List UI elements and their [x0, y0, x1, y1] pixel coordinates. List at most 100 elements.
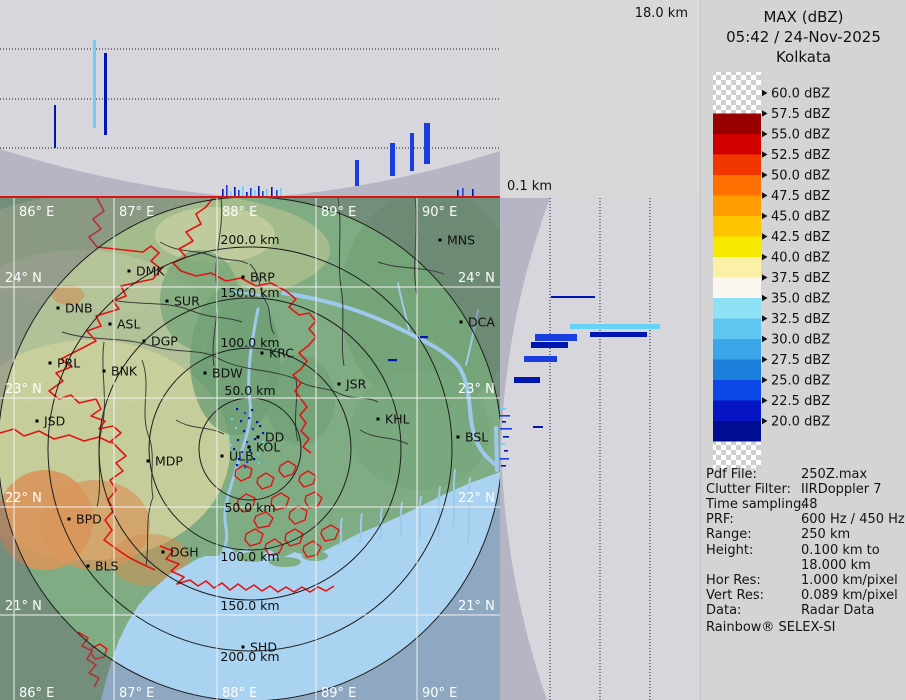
- city-dot-icon: [56, 306, 60, 310]
- scale-band: [713, 195, 761, 217]
- metadata-value: 600 Hz / 450 Hz: [801, 512, 905, 528]
- city-dot-icon: [86, 564, 90, 568]
- longitude-label: 89° E: [321, 205, 356, 220]
- range-ring-label: 50.0 km: [224, 383, 275, 398]
- scale-band: [713, 277, 761, 299]
- side-profile-echo-bars: [500, 296, 660, 467]
- city-dot-icon: [67, 517, 71, 521]
- scale-label: 52.5 dBZ: [771, 148, 830, 163]
- city-label: KOL: [256, 440, 280, 455]
- longitude-label: 90° E: [422, 205, 457, 220]
- scale-band: [713, 421, 761, 442]
- echo-row: [533, 426, 543, 428]
- latitude-label: 23° N: [5, 382, 42, 397]
- city-dot-icon: [376, 417, 380, 421]
- echo-row: [531, 342, 568, 348]
- echo-column: [104, 53, 107, 135]
- latitude-label: 24° N: [5, 271, 42, 286]
- metadata-label: PRF:: [706, 512, 734, 528]
- longitude-label: 88° E: [222, 686, 257, 700]
- scale-band: [713, 175, 761, 196]
- scale-label: 50.0 dBZ: [771, 169, 830, 184]
- top-profile-baseline: [0, 196, 500, 198]
- city-dot-icon: [337, 382, 341, 386]
- radar-echoes: [228, 336, 428, 469]
- radar-map-panel[interactable]: 86° E 86° E 87° E 87° E 88° E 88° E 89° E 89° E…: [0, 198, 500, 700]
- scale-label: 22.5 dBZ: [771, 394, 830, 409]
- color-scale-labels: 60.0 dBZ 57.5 dBZ 55.0 dBZ 52.5 dBZ 50.0 dBZ…: [762, 87, 830, 430]
- scale-label: 45.0 dBZ: [771, 210, 830, 225]
- city-label: BNK: [111, 364, 138, 379]
- range-ring-label: 100.0 km: [220, 549, 279, 564]
- scale-label: 25.0 dBZ: [771, 374, 830, 389]
- scale-tick-arrow-icon: [762, 89, 768, 97]
- scale-tick-arrow-icon: [762, 417, 768, 425]
- side-profile-background: [500, 198, 700, 700]
- city-label: KRC: [269, 346, 294, 361]
- scale-tick-arrow-icon: [762, 171, 768, 179]
- metadata-label: Vert Res:: [706, 587, 765, 603]
- latitude-label: 21° N: [458, 599, 495, 614]
- profile-axis-corner: 18.0 km 0.1 km: [500, 0, 700, 198]
- city-label: BDW: [212, 366, 243, 381]
- scale-tick-arrow-icon: [762, 294, 768, 302]
- city-label: BPD: [76, 512, 102, 527]
- scale-label: 32.5 dBZ: [771, 312, 830, 327]
- range-ring-label: 200.0 km: [220, 649, 279, 664]
- latitude-label: 22° N: [458, 491, 495, 506]
- legend-panel: MAX (dBZ) 05:42 / 24-Nov-2025 Kolkata 60…: [700, 0, 906, 700]
- city-dot-icon: [438, 238, 442, 242]
- scale-band: [713, 236, 761, 258]
- top-profile-echo-bars: [54, 40, 474, 196]
- metadata-value: 18.000 km: [801, 557, 871, 573]
- city-label: BLS: [95, 559, 119, 574]
- scale-label: 35.0 dBZ: [771, 292, 830, 307]
- product-title: MAX (dBZ): [763, 8, 844, 26]
- metadata-value: 0.089 km/pixel: [801, 587, 898, 603]
- longitude-label: 88° E: [222, 205, 257, 220]
- out-of-range-overlay: [0, 198, 500, 700]
- top-profile-gridlines: [0, 48, 500, 149]
- scale-tick-arrow-icon: [762, 376, 768, 384]
- metadata-label: Data:: [706, 602, 742, 618]
- city-dot-icon: [146, 459, 150, 463]
- city-dot-icon: [220, 454, 224, 458]
- side-height-profile-panel: [500, 198, 700, 700]
- range-ring-label: 150.0 km: [220, 285, 279, 300]
- top-profile-plot: [0, 0, 500, 198]
- metadata-value: 1.000 km/pixel: [801, 572, 898, 588]
- longitude-label: 87° E: [119, 205, 154, 220]
- range-shadow-right: [248, 151, 500, 198]
- echo-column: [410, 133, 414, 171]
- city-label: DCA: [468, 315, 495, 330]
- scale-tick-arrow-icon: [762, 192, 768, 199]
- metadata-label: Height:: [706, 542, 754, 558]
- latitude-label: 23° N: [458, 382, 495, 397]
- scale-label: 42.5 dBZ: [771, 230, 830, 245]
- scale-label: 57.5 dBZ: [771, 107, 830, 122]
- longitude-label: 87° E: [119, 686, 154, 700]
- city-dot-icon: [127, 269, 131, 273]
- scale-band: [713, 400, 761, 422]
- scale-band: [713, 113, 761, 135]
- city-dot-icon: [142, 339, 146, 343]
- city-label: JSR: [345, 377, 367, 392]
- city-dot-icon: [256, 435, 260, 439]
- scale-label: 27.5 dBZ: [771, 353, 830, 368]
- longitude-label: 89° E: [321, 686, 356, 700]
- echo-column: [390, 143, 395, 176]
- metadata-label: Range:: [706, 527, 752, 543]
- metadata-value: 250 km: [801, 527, 851, 543]
- scale-band: [713, 380, 761, 401]
- scale-label: 47.5 dBZ: [771, 189, 830, 204]
- radar-map[interactable]: 86° E 86° E 87° E 87° E 88° E 88° E 89° E 89° E…: [0, 198, 500, 700]
- city-dot-icon: [203, 371, 207, 375]
- range-ring-label: 200.0 km: [220, 232, 279, 247]
- scale-tick-arrow-icon: [762, 356, 768, 363]
- city-label: MDP: [155, 454, 183, 469]
- city-dot-icon: [241, 275, 245, 279]
- scale-tick-arrow-icon: [762, 233, 768, 240]
- city-label: KHL: [385, 412, 410, 427]
- city-label: BRP: [250, 270, 275, 285]
- scale-band: [713, 339, 761, 360]
